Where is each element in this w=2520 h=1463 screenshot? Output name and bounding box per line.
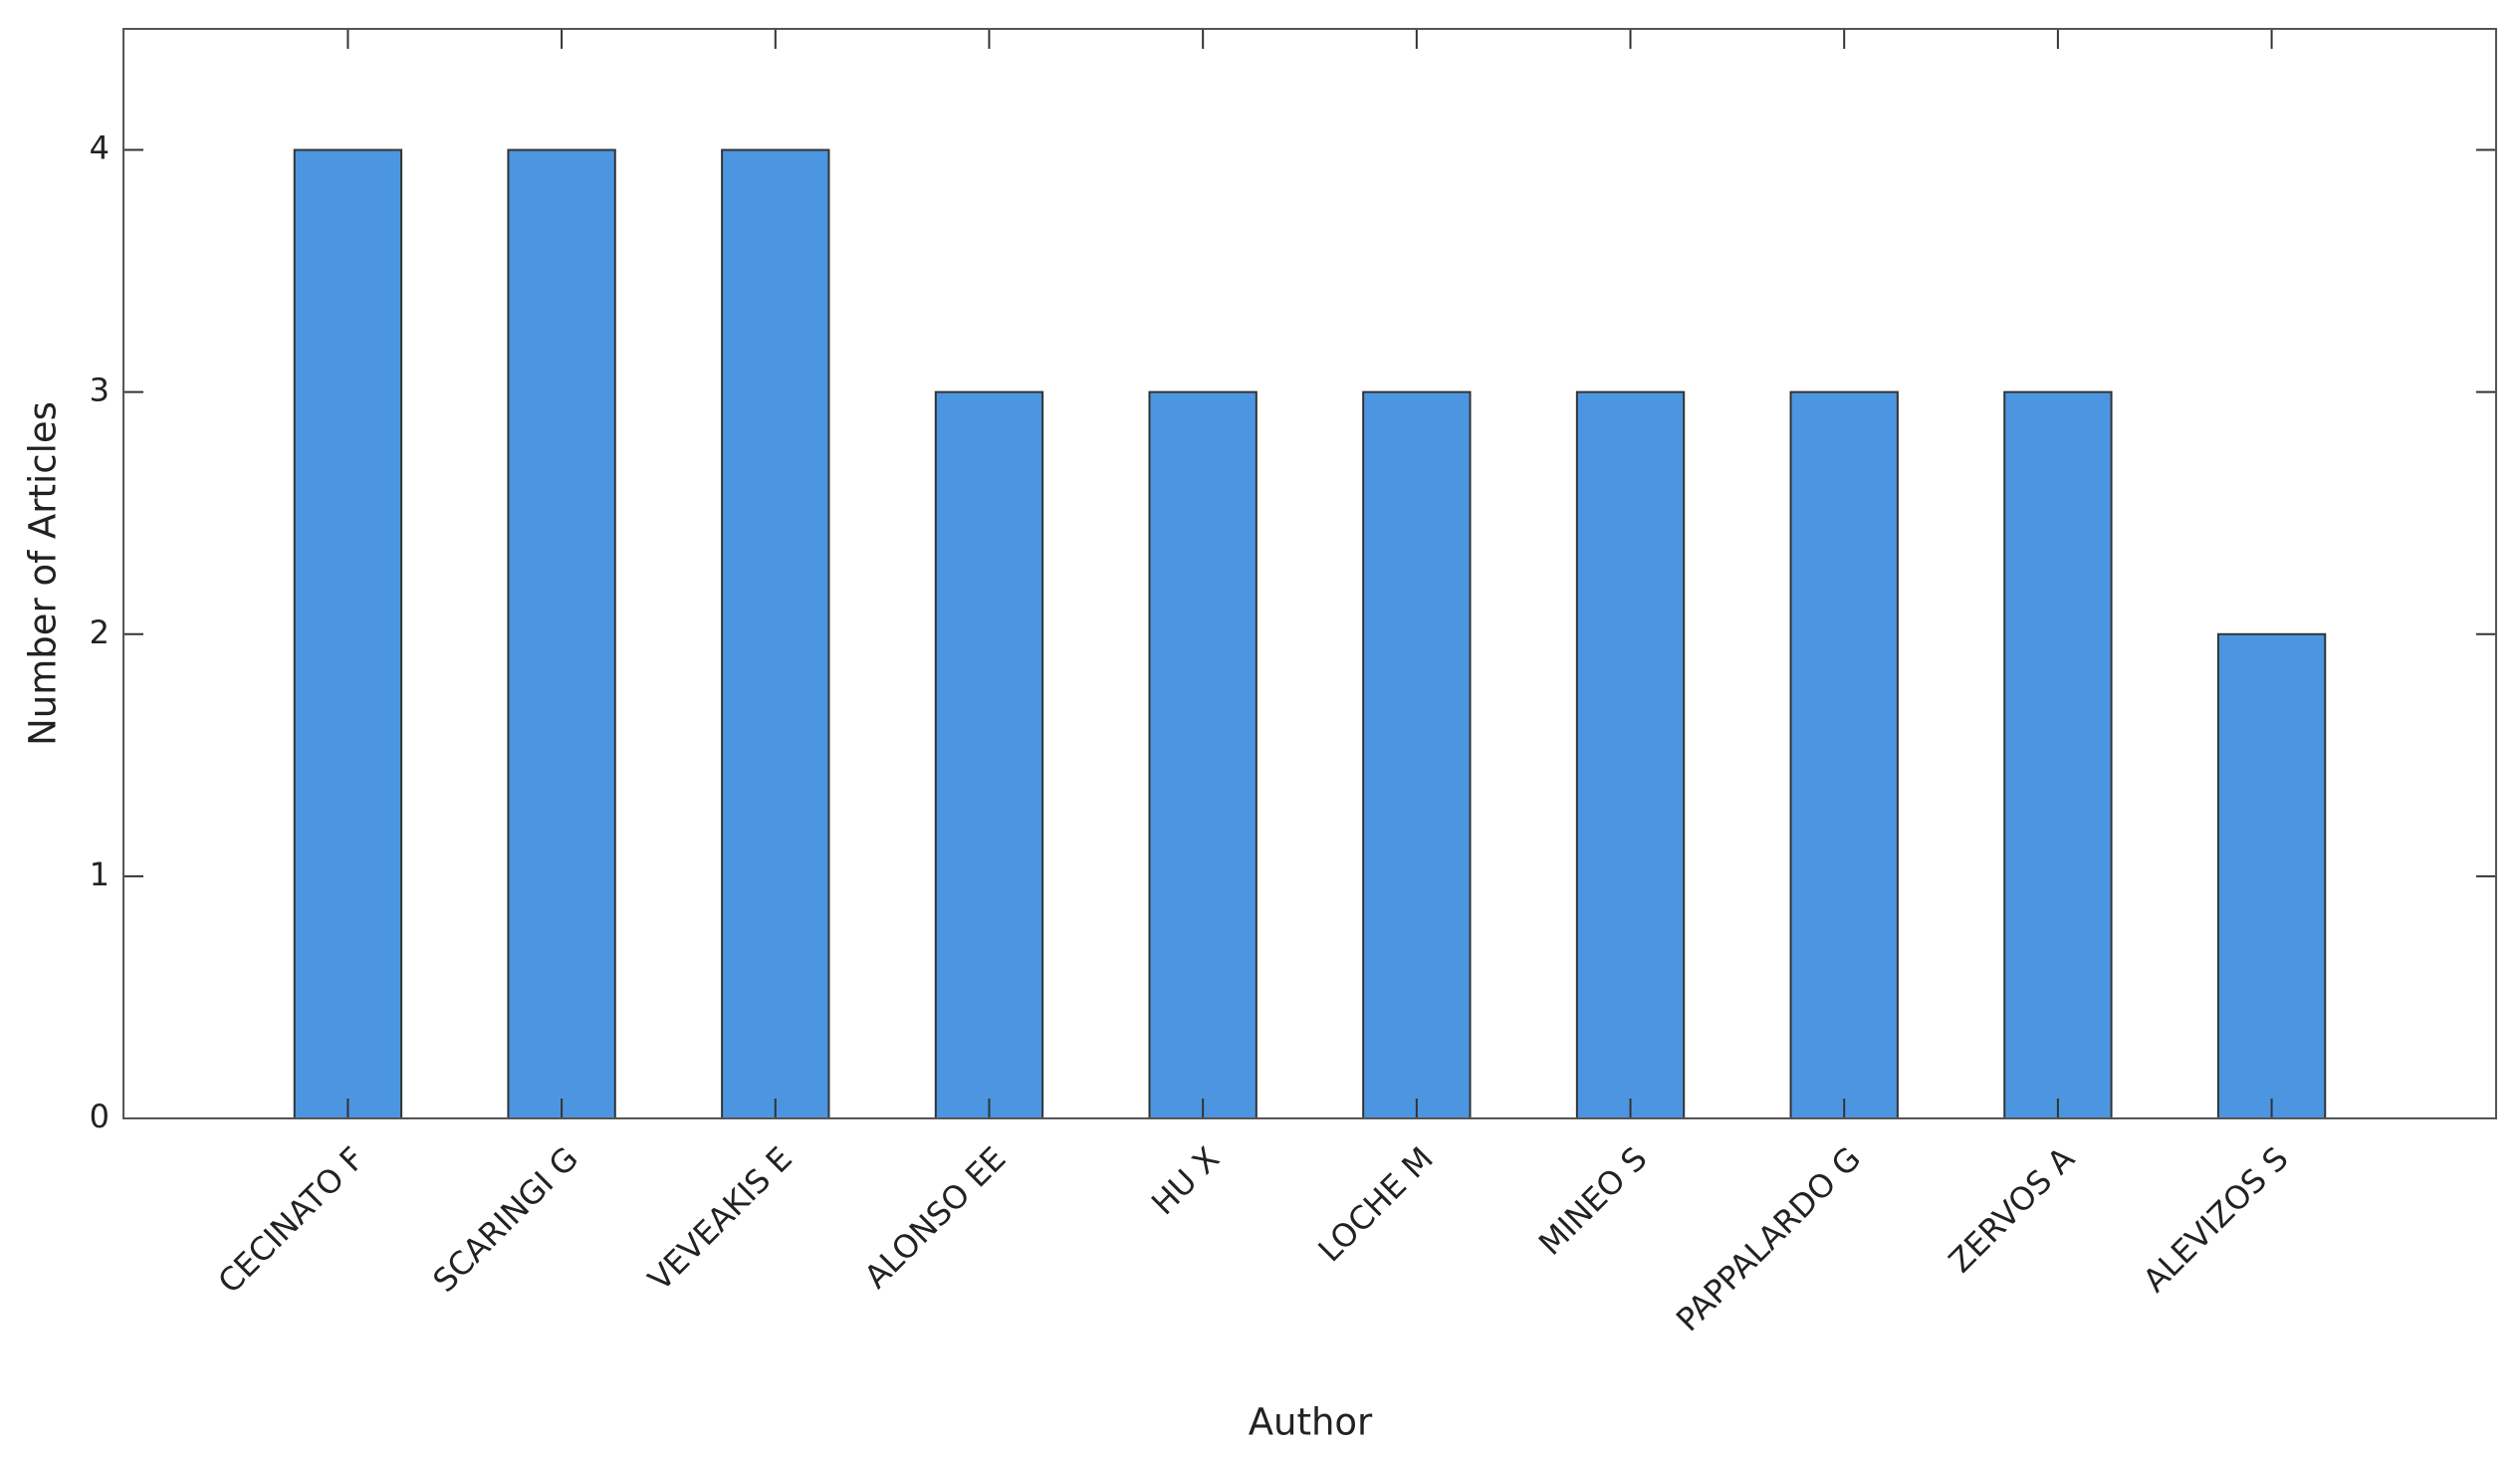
x-tick-label: LOCHE M [1311, 1139, 1441, 1269]
x-tick-label: CECINATO F [211, 1139, 372, 1301]
x-tick-label: VEVEAKIS E [641, 1139, 800, 1298]
bar [934, 390, 1044, 1119]
x-tick-label: ALEVIZOS S [2136, 1139, 2296, 1300]
plot-frame [122, 28, 2497, 1119]
y-tick-label: 1 [90, 855, 110, 893]
x-tick-label: SCARINGI G [425, 1139, 585, 1300]
y-axis-title: Number of Articles [22, 401, 65, 746]
bar [1575, 390, 1686, 1119]
x-tick-label: MINEO S [1531, 1139, 1655, 1263]
bar [2216, 632, 2327, 1119]
bar [721, 148, 830, 1120]
y-tick-label: 2 [90, 613, 110, 651]
bar [1362, 390, 1472, 1119]
bar [507, 148, 616, 1120]
bar [1789, 390, 1899, 1119]
bar [293, 148, 403, 1120]
x-tick-label: ZERVOS A [1942, 1139, 2082, 1280]
y-tick-label: 0 [90, 1097, 110, 1135]
bar [1148, 390, 1258, 1119]
y-tick-label: 4 [90, 129, 110, 167]
y-tick-label: 3 [90, 371, 110, 409]
x-tick-label: ALONSO EE [857, 1139, 1014, 1296]
x-axis-title: Author [1249, 1401, 1373, 1444]
bar [2003, 390, 2113, 1119]
x-tick-label: PAPPALARDO G [1669, 1139, 1868, 1339]
x-tick-label: HU X [1144, 1139, 1227, 1222]
